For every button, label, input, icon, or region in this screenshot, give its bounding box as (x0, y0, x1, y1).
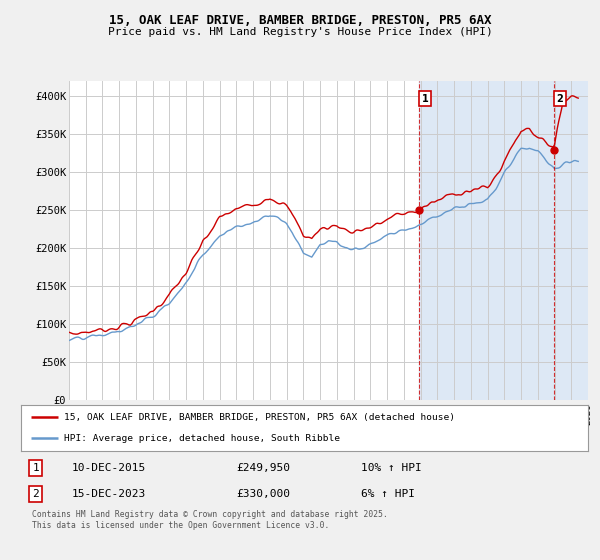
Text: HPI: Average price, detached house, South Ribble: HPI: Average price, detached house, Sout… (64, 434, 340, 443)
Text: £330,000: £330,000 (236, 489, 290, 499)
Text: 10% ↑ HPI: 10% ↑ HPI (361, 463, 422, 473)
Text: Price paid vs. HM Land Registry's House Price Index (HPI): Price paid vs. HM Land Registry's House … (107, 27, 493, 37)
Text: 2: 2 (32, 489, 39, 499)
Text: 1: 1 (422, 94, 428, 104)
Text: 15, OAK LEAF DRIVE, BAMBER BRIDGE, PRESTON, PR5 6AX: 15, OAK LEAF DRIVE, BAMBER BRIDGE, PREST… (109, 14, 491, 27)
Text: 15-DEC-2023: 15-DEC-2023 (72, 489, 146, 499)
Text: £249,950: £249,950 (236, 463, 290, 473)
Text: 2: 2 (556, 94, 563, 104)
Text: 10-DEC-2015: 10-DEC-2015 (72, 463, 146, 473)
Text: Contains HM Land Registry data © Crown copyright and database right 2025.
This d: Contains HM Land Registry data © Crown c… (32, 511, 388, 530)
Bar (419, 81, 588, 400)
Text: 6% ↑ HPI: 6% ↑ HPI (361, 489, 415, 499)
Text: 15, OAK LEAF DRIVE, BAMBER BRIDGE, PRESTON, PR5 6AX (detached house): 15, OAK LEAF DRIVE, BAMBER BRIDGE, PREST… (64, 413, 455, 422)
Text: 1: 1 (32, 463, 39, 473)
